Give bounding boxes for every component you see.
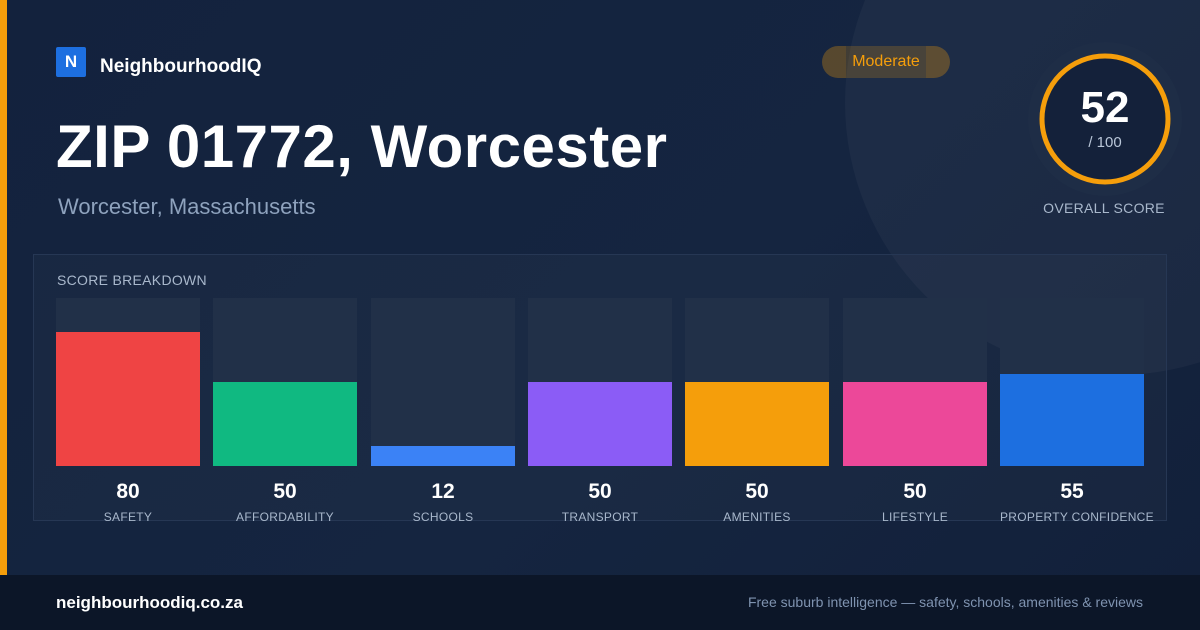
bar-fill	[528, 382, 672, 466]
accent-bar	[0, 0, 7, 575]
score-bar-schools: 12 SCHOOLS	[371, 298, 515, 524]
bar-value: 50	[745, 480, 769, 503]
score-breakdown-panel: SCORE BREAKDOWN 80 SAFETY 50 AFFORDABILITY 1…	[33, 254, 1167, 524]
overall-score-label: OVERALL SCORE	[1043, 200, 1165, 216]
bar-value: 50	[273, 480, 297, 503]
bar-track	[213, 298, 357, 466]
score-bar-transport: 50 TRANSPORT	[528, 298, 672, 524]
footer-site-link[interactable]: neighbourhoodiq.co.za	[56, 593, 243, 612]
bar-value: 80	[116, 480, 140, 503]
score-bar-affordability: 50 AFFORDABILITY	[213, 298, 357, 524]
location-subtitle: Worcester, Massachusetts	[58, 194, 316, 219]
score-bar-amenities: 50 AMENITIES	[685, 298, 829, 524]
bar-fill	[685, 382, 829, 466]
gauge-ring	[1028, 42, 1182, 196]
brand[interactable]: N NeighbourhoodIQ	[56, 46, 261, 78]
brand-name: NeighbourhoodIQ	[100, 56, 262, 77]
bar-track	[371, 298, 515, 466]
bar-label: PROPERTY CONFIDENCE	[1000, 510, 1154, 524]
gauge-ring-stroke	[1039, 53, 1171, 185]
score-breakdown-title: SCORE BREAKDOWN	[57, 272, 207, 288]
overall-score-max: / 100	[1088, 134, 1122, 151]
bar-label: AMENITIES	[723, 510, 791, 524]
bar-track	[843, 298, 987, 466]
score-bar-safety: 80 SAFETY	[56, 298, 200, 524]
bar-label: AFFORDABILITY	[236, 510, 334, 524]
bar-label: LIFESTYLE	[881, 510, 949, 524]
bar-label: TRANSPORT	[561, 510, 639, 524]
footer: neighbourhoodiq.co.za Free suburb intell…	[0, 575, 1200, 630]
score-bar-property-confidence: 55 PROPERTY CONFIDENCE	[1000, 298, 1154, 524]
bar-fill	[1000, 374, 1144, 466]
overall-score-gauge: 52 / 100	[1028, 42, 1182, 196]
bar-value: 12	[431, 480, 455, 503]
rating-badge: Moderate	[822, 46, 950, 78]
bar-track	[528, 298, 672, 466]
footer-tagline: Free suburb intelligence — safety, schoo…	[747, 594, 1143, 610]
bar-fill	[213, 382, 357, 466]
bar-fill	[56, 332, 200, 466]
score-bar-lifestyle: 50 LIFESTYLE	[843, 298, 987, 524]
bar-label: SAFETY	[103, 510, 153, 524]
page-title: ZIP 01772, Worcester	[56, 113, 668, 180]
bar-track	[1000, 298, 1144, 466]
bar-value: 55	[1060, 480, 1084, 503]
bar-fill	[843, 382, 987, 466]
overall-score-value: 52	[1080, 83, 1130, 132]
bar-fill	[371, 446, 515, 466]
bar-label: SCHOOLS	[412, 510, 474, 524]
brand-logo-icon: N	[56, 47, 86, 77]
bar-value: 50	[588, 480, 612, 503]
bar-track	[685, 298, 829, 466]
bar-value: 50	[903, 480, 927, 503]
bar-track	[56, 298, 200, 466]
